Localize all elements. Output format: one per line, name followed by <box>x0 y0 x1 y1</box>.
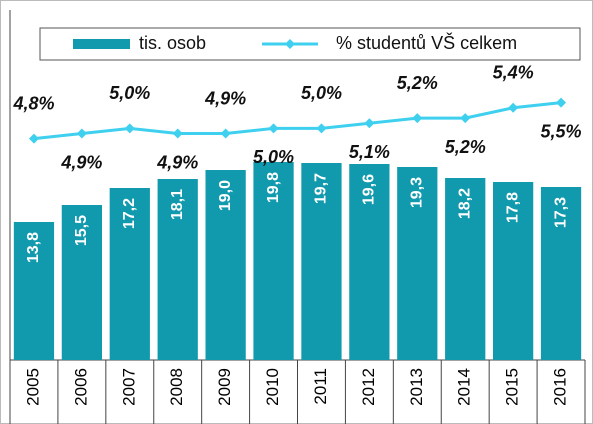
x-tick-label: 2011 <box>311 368 330 405</box>
line-value-label: 5,2% <box>445 137 486 157</box>
line-value-label: 5,0% <box>109 83 150 103</box>
bar <box>157 179 198 360</box>
x-tick-label: 2006 <box>71 368 90 406</box>
bar <box>301 163 342 360</box>
x-tick-label: 2013 <box>407 368 426 406</box>
bar-value-label: 15,5 <box>73 215 90 246</box>
line-marker <box>364 118 375 129</box>
line-value-label: 5,1% <box>349 142 390 162</box>
legend-label: tis. osob <box>139 33 206 53</box>
bar <box>397 167 438 360</box>
bar-value-label: 19,7 <box>313 173 330 204</box>
bar <box>253 162 294 360</box>
bar-value-label: 18,2 <box>456 188 473 219</box>
bar <box>61 205 102 360</box>
line-marker <box>412 113 423 124</box>
line-value-label: 5,0% <box>301 83 342 103</box>
bar-value-label: 13,8 <box>25 232 42 263</box>
bar <box>109 188 150 360</box>
line-marker <box>556 97 567 108</box>
bar <box>445 178 486 360</box>
line-value-label: 5,2% <box>397 73 438 93</box>
bar-value-label: 18,1 <box>169 189 186 220</box>
line-value-label: 4,9% <box>204 88 246 108</box>
x-tick-label: 2007 <box>119 368 138 406</box>
line-marker <box>172 128 183 139</box>
bar <box>205 170 246 360</box>
line-marker <box>460 113 471 124</box>
x-tick-label: 2014 <box>455 368 474 406</box>
line-value-label: 4,9% <box>60 152 102 172</box>
line-marker <box>268 123 279 134</box>
line-marker <box>508 102 519 113</box>
bar <box>540 187 582 360</box>
line <box>33 101 562 141</box>
bar-value-label: 19,8 <box>265 172 282 203</box>
legend-swatch <box>73 39 130 49</box>
line-value-label: 4,9% <box>156 152 198 172</box>
line-value-label: 5,0% <box>253 147 294 167</box>
line-value-label: 5,4% <box>493 63 534 83</box>
bar-value-label: 17,2 <box>121 198 138 229</box>
bar-value-label: 17,8 <box>504 192 521 223</box>
line-marker <box>76 128 87 139</box>
line-marker <box>28 133 39 144</box>
bar-value-label: 19,3 <box>409 177 426 208</box>
x-tick-label: 2009 <box>215 368 234 406</box>
bar <box>13 222 55 360</box>
x-tick-label: 2005 <box>23 368 42 406</box>
x-tick-label: 2015 <box>503 368 522 406</box>
line-marker <box>124 123 135 134</box>
x-tick-label: 2010 <box>263 368 282 406</box>
bar-value-label: 19,6 <box>361 174 378 205</box>
bar <box>349 164 390 360</box>
x-tick-label: 2016 <box>551 368 570 406</box>
x-tick-label: 2008 <box>167 368 186 406</box>
line-value-label: 5,5% <box>541 121 582 141</box>
x-tick-label: 2012 <box>359 368 378 406</box>
bar-value-label: 17,3 <box>552 197 569 228</box>
line-marker <box>316 123 327 134</box>
line-marker <box>220 128 231 139</box>
bar-value-label: 19,0 <box>217 180 234 211</box>
legend-label: % studentů VŠ celkem <box>336 32 517 53</box>
line-value-label: 4,8% <box>12 93 54 113</box>
bar <box>493 182 534 360</box>
legend-swatch-marker <box>285 39 295 49</box>
